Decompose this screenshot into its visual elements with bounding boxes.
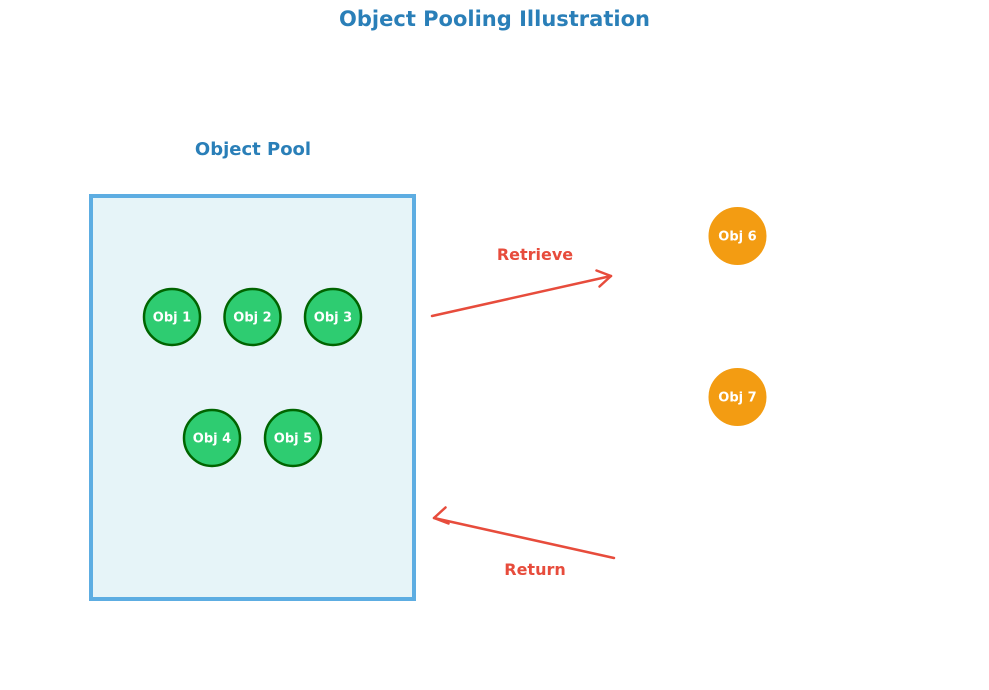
retrieve-arrow-shaft: [430, 274, 613, 318]
return-label: Return: [504, 560, 566, 579]
in-use-object-6: Obj 6: [708, 207, 767, 265]
pool-object-circle: [223, 287, 282, 347]
pool-object-label: Obj 1: [153, 311, 191, 326]
pool-object-3: Obj 3: [303, 287, 363, 347]
pool-object-circle: [182, 408, 242, 468]
in-use-object-label: Obj 6: [718, 230, 756, 245]
return-arrow: [432, 506, 616, 560]
pool-object-1: Obj 1: [142, 287, 202, 347]
object-pool-container: [89, 194, 416, 601]
pool-object-4: Obj 4: [182, 408, 242, 468]
pool-label: Object Pool: [195, 139, 311, 160]
retrieve-arrow-head: [595, 269, 613, 288]
pool-object-circle: [142, 287, 202, 347]
in-use-object-7: Obj 7: [708, 368, 767, 426]
return-arrow-head: [432, 506, 450, 525]
pool-object-label: Obj 3: [314, 311, 352, 326]
in-use-object-circle: [708, 368, 767, 426]
pool-object-label: Obj 2: [233, 311, 271, 326]
retrieve-arrow: [430, 269, 613, 318]
retrieve-label: Retrieve: [497, 245, 573, 264]
pool-object-label: Obj 5: [274, 432, 312, 447]
pool-object-label: Obj 4: [193, 432, 231, 447]
in-use-object-circle: [708, 207, 767, 265]
diagram-title: Object Pooling Illustration: [339, 7, 650, 31]
pool-object-5: Obj 5: [263, 408, 323, 468]
pool-object-2: Obj 2: [223, 287, 282, 347]
in-use-object-label: Obj 7: [718, 391, 756, 406]
pool-object-circle: [263, 408, 323, 468]
pool-object-circle: [303, 287, 363, 347]
return-arrow-shaft: [432, 516, 616, 560]
